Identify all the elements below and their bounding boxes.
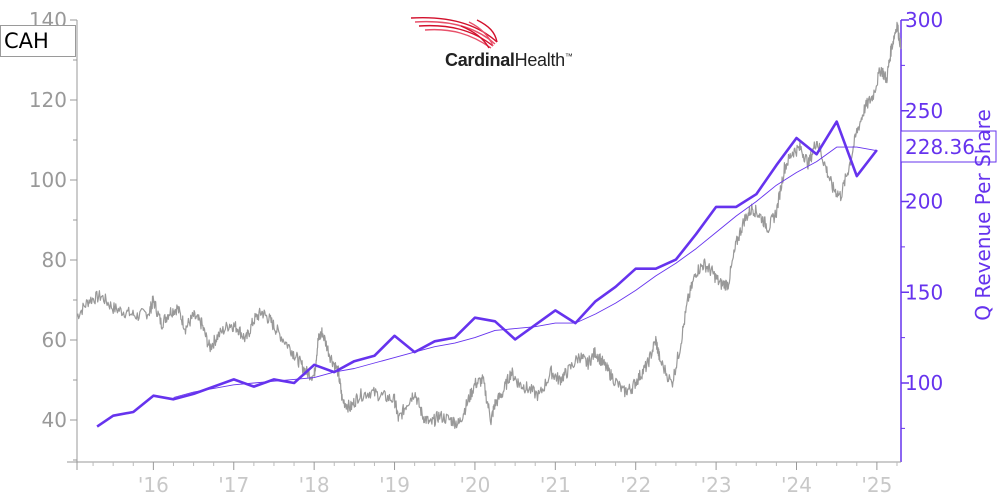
company-logo: CardinalHealth™ xyxy=(405,12,585,76)
left-tick-label: 40 xyxy=(42,408,67,432)
logo-trademark: ™ xyxy=(564,52,573,61)
x-tick-label: '25 xyxy=(861,473,892,497)
x-tick-label: '24 xyxy=(781,473,812,497)
logo-wordmark: CardinalHealth™ xyxy=(445,50,573,71)
revenue-trend-line xyxy=(173,146,877,398)
last-value-marker: 228.36 xyxy=(900,130,997,163)
left-tick-label: 100 xyxy=(29,168,67,192)
right-axis-title: Q Revenue Per Share xyxy=(971,109,995,321)
price-line xyxy=(76,21,902,429)
left-tick-label: 120 xyxy=(29,88,67,112)
logo-name-regular: Health xyxy=(514,50,566,70)
ticker-label: CAH xyxy=(0,25,76,57)
right-tick-label: 150 xyxy=(905,280,943,304)
right-tick-label: 200 xyxy=(905,190,943,214)
left-tick-label: 60 xyxy=(42,328,67,352)
x-tick-label: '23 xyxy=(701,473,732,497)
right-tick-label: 250 xyxy=(905,99,943,123)
cardinal-wing-icon xyxy=(410,16,498,49)
x-tick-label: '19 xyxy=(379,473,410,497)
logo-name-bold: Cardinal xyxy=(445,50,515,70)
x-tick-label: '18 xyxy=(299,473,330,497)
right-tick-label: 300 xyxy=(905,8,943,32)
right-tick-label: 100 xyxy=(905,371,943,395)
x-axis: '16 '17 '18 '19 '20 '21 '22 '23 '24 '25 xyxy=(67,461,901,497)
right-axis: 100 150 200 250 300 xyxy=(900,8,943,462)
revenue-per-share-line xyxy=(96,120,878,428)
x-tick-label: '21 xyxy=(540,473,571,497)
x-tick-label: '17 xyxy=(218,473,249,497)
x-tick-label: '22 xyxy=(620,473,651,497)
x-tick-label: '16 xyxy=(138,473,169,497)
last-value-label: 228.36 xyxy=(905,135,975,159)
left-tick-label: 80 xyxy=(42,248,67,272)
x-tick-label: '20 xyxy=(459,473,490,497)
series-group xyxy=(76,21,902,429)
last-value-box xyxy=(900,130,997,163)
